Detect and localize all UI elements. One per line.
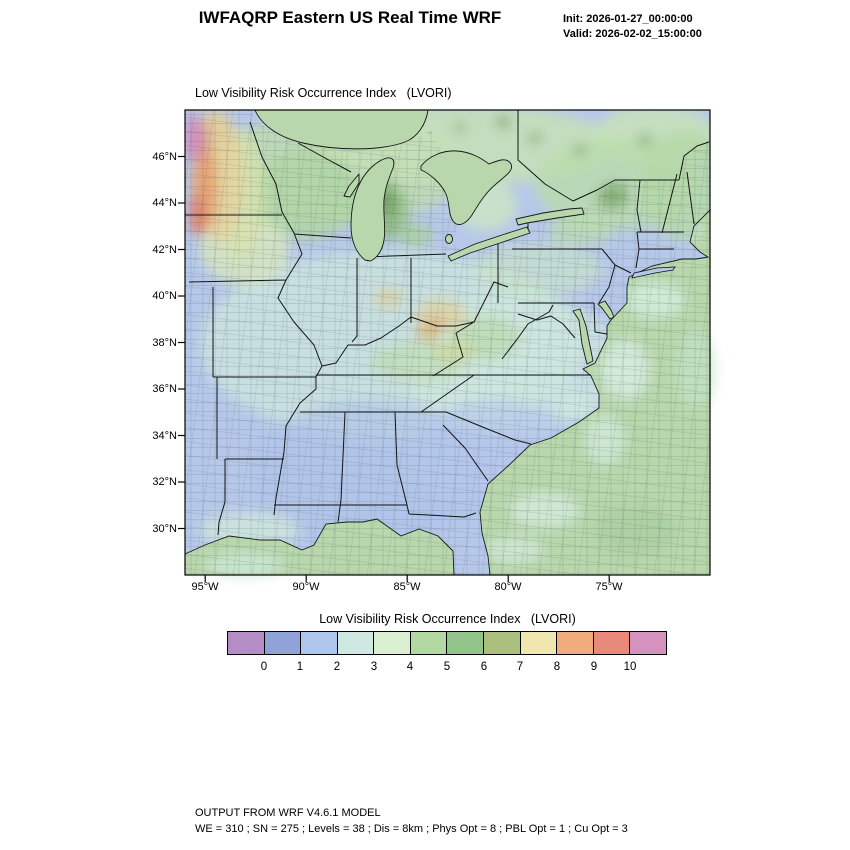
colorbar-tick-label: 9 (590, 661, 598, 673)
colorbar-tick-label: 1 (296, 661, 304, 673)
page-title: IWFAQRP Eastern US Real Time WRF (198, 8, 502, 27)
chesapeake-bay (572, 308, 594, 365)
footer-line-1: OUTPUT FROM WRF V4.6.1 MODEL (195, 807, 381, 819)
lake-michigan (350, 157, 395, 262)
init-time: Init: 2026-01-27_00:00:00 (563, 13, 693, 25)
colorbar-tick-label: 0 (260, 661, 268, 673)
lon-tick-label: 95°W (191, 581, 219, 593)
model-config-footer: OUTPUT FROM WRF V4.6.1 MODEL WE = 310 ; … (195, 806, 628, 838)
footer-line-2: WE = 310 ; SN = 275 ; Levels = 38 ; Dis … (195, 822, 628, 835)
colorbar-tick-label: 8 (553, 661, 561, 673)
lat-tick-label: 30°N (152, 522, 177, 535)
colorbar-segment (484, 632, 521, 654)
colorbar-tick-label: 4 (406, 661, 414, 673)
map-panel: Low Visibility Risk Occurrence Index (LV… (152, 86, 715, 593)
lon-tick-label: 85°W (393, 581, 421, 593)
colorbar-segment (374, 632, 411, 654)
colorbar-tick-label: 3 (370, 661, 378, 673)
colorbar-segment (630, 632, 666, 654)
colorbar-tick-label: 10 (623, 661, 637, 673)
delaware-bay (597, 300, 615, 320)
lake-st-clair (445, 234, 453, 244)
colorbar (227, 631, 667, 655)
lat-tick-label: 32°N (152, 476, 177, 488)
colorbar-tick-label: 6 (480, 661, 488, 673)
lat-tick-label: 42°N (152, 243, 177, 256)
great-lakes (254, 109, 615, 365)
colorbar-segment (264, 632, 302, 654)
lat-tick-label: 34°N (152, 429, 177, 442)
lat-tick-label: 38°N (152, 336, 177, 349)
lake-huron (420, 150, 513, 225)
colorbar-segment (520, 632, 558, 654)
valid-time: Valid: 2026-02-02_15:00:00 (563, 28, 702, 41)
lon-tick-label: 80°W (494, 581, 522, 593)
colorbar-segment (447, 632, 485, 654)
lake-erie (447, 226, 531, 262)
lat-tick-label: 40°N (152, 290, 177, 302)
axis-ticks (178, 155, 610, 582)
canada-border (517, 110, 710, 202)
green-bay (343, 173, 360, 198)
colorbar-tick-label: 7 (516, 661, 524, 673)
colorbar-tick-label: 2 (333, 661, 341, 673)
state-borders (185, 110, 710, 536)
colorbar-segment (337, 632, 375, 654)
colorbar-segment (593, 632, 631, 654)
map-title: Low Visibility Risk Occurrence Index (LV… (195, 86, 452, 100)
colorbar-segment (557, 632, 594, 654)
colorbar-segment (301, 632, 338, 654)
colorbar-tick-label: 5 (443, 661, 451, 673)
county-boundaries (185, 110, 710, 575)
lake-superior (254, 109, 429, 150)
lat-tick-label: 46°N (152, 150, 177, 163)
colorbar-segment (228, 632, 265, 654)
coastline (184, 209, 711, 576)
lat-tick-label: 36°N (152, 383, 177, 395)
colorbar-ticks: 0 1 2 3 4 5 6 7 8 9 10 (227, 661, 667, 677)
lon-tick-label: 90°W (292, 581, 320, 593)
lon-tick-label: 75°W (595, 581, 623, 593)
lvori-map (178, 109, 715, 582)
model-times: Init: 2026-01-27_00:00:00 Valid: 2026-02… (563, 12, 702, 43)
colorbar-title: Low Visibility Risk Occurrence Index (LV… (319, 612, 576, 626)
long-island (631, 266, 676, 279)
colorbar-segment (410, 632, 448, 654)
lake-ontario (515, 207, 585, 226)
lat-tick-label: 44°N (152, 197, 177, 209)
